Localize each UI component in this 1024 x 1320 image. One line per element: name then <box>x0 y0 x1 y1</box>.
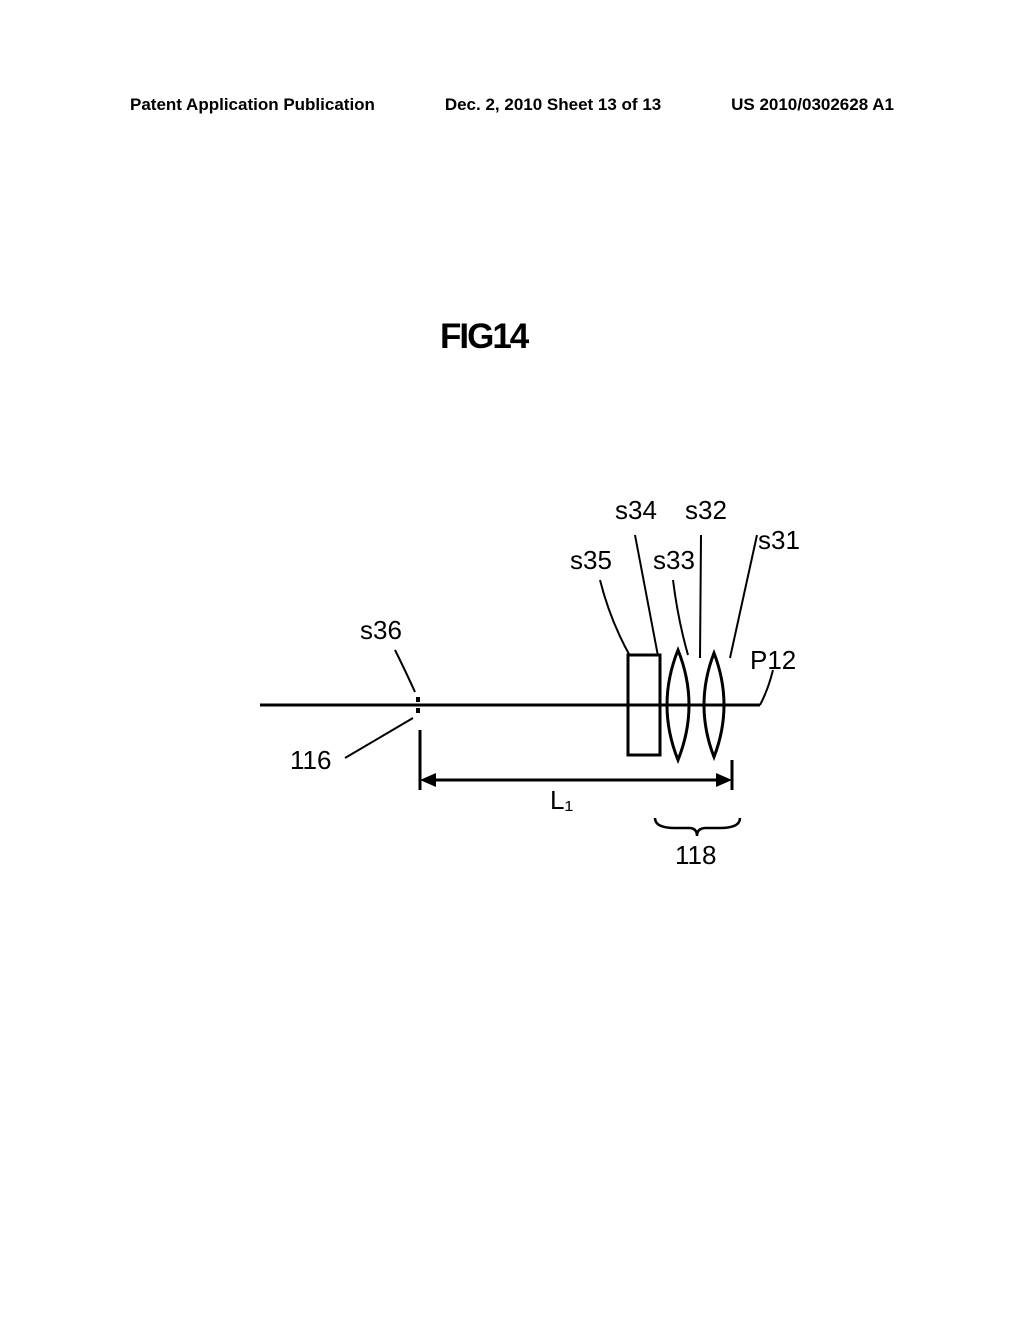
label-118: 118 <box>675 840 716 871</box>
s33-leader <box>673 580 688 655</box>
label-s34: s34 <box>615 495 657 526</box>
optical-diagram: s34 s32 s31 s35 s33 s36 P12 116 L₁ 118 <box>230 440 820 880</box>
l1-arrow-left <box>420 773 436 787</box>
ref116-leader <box>345 718 413 758</box>
s35-leader <box>600 580 630 656</box>
label-p12: P12 <box>750 645 796 676</box>
label-l1: L₁ <box>550 785 573 816</box>
ref118-brace <box>655 818 740 836</box>
s32-leader <box>700 535 701 658</box>
label-s32: s32 <box>685 495 727 526</box>
figure-title: FIG14 <box>440 317 527 357</box>
label-s33: s33 <box>653 545 695 576</box>
s36-leader <box>395 650 415 692</box>
header-date-sheet: Dec. 2, 2010 Sheet 13 of 13 <box>445 95 661 115</box>
label-116: 116 <box>290 745 331 776</box>
s31-leader <box>730 535 757 658</box>
l1-arrow-right <box>716 773 732 787</box>
patent-header: Patent Application Publication Dec. 2, 2… <box>0 95 1024 115</box>
header-publication-type: Patent Application Publication <box>130 95 375 115</box>
label-s31: s31 <box>758 525 800 556</box>
label-s35: s35 <box>570 545 612 576</box>
label-s36: s36 <box>360 615 402 646</box>
diagram-svg <box>230 440 820 880</box>
header-publication-number: US 2010/0302628 A1 <box>731 95 894 115</box>
